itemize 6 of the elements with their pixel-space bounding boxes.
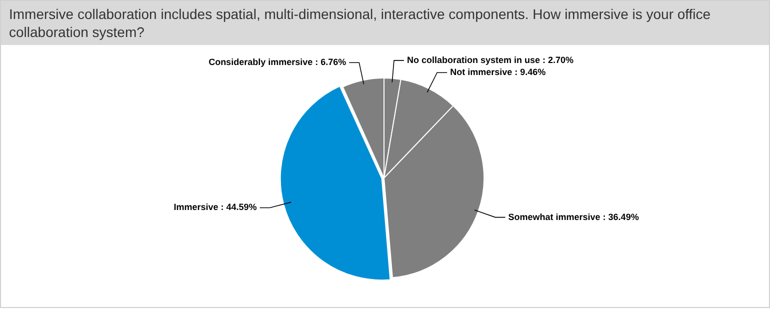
chart-title: Immersive collaboration includes spatial, multi-dimensional, interactive components. How immersive is your office collaboration system? (1, 1, 769, 45)
slice-label: Considerably immersive : 6.76% (208, 57, 346, 68)
slice-label: Immersive : 44.59% (174, 202, 257, 212)
slice-label: Not immersive : 9.46% (450, 67, 546, 78)
slice-label: Somewhat immersive : 36.49% (508, 212, 639, 222)
slice-label: No collaboration system in use : 2.70% (406, 54, 574, 65)
